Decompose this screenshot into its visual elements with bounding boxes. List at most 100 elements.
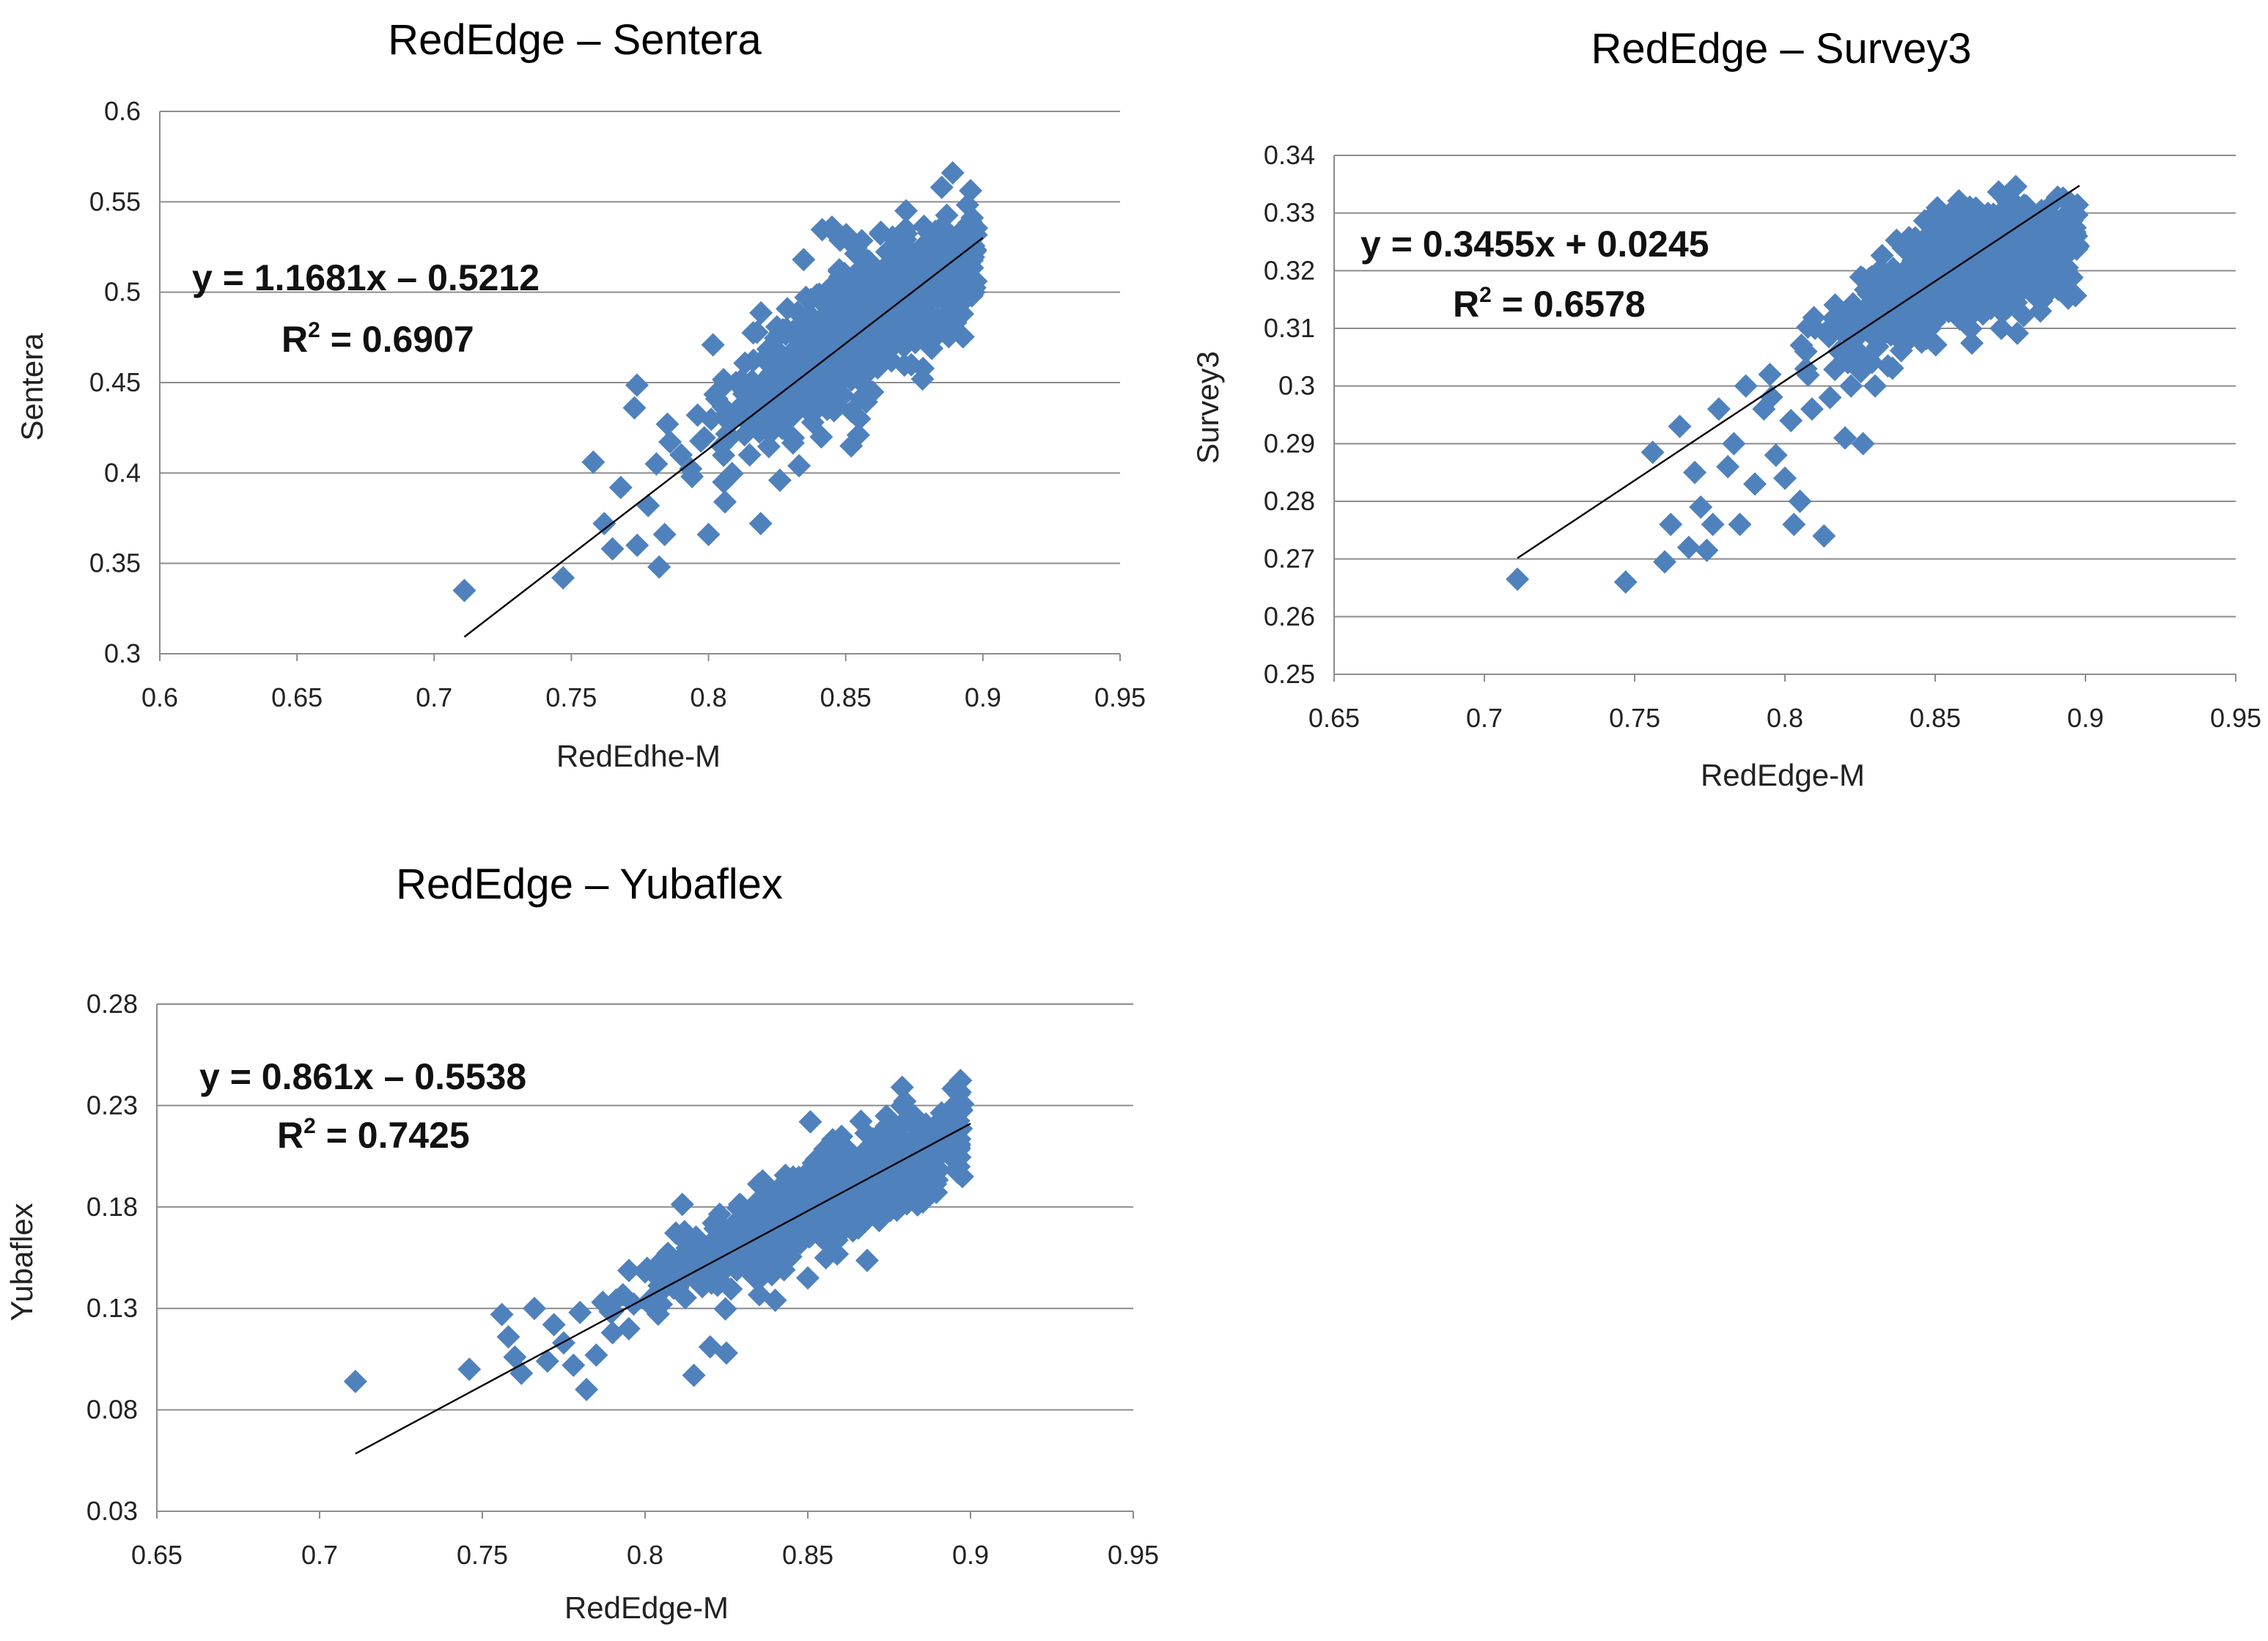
data-point: [633, 1260, 657, 1284]
data-point: [750, 1244, 774, 1268]
data-point: [680, 465, 704, 489]
data-point: [913, 1152, 937, 1176]
data-point: [562, 1353, 586, 1377]
data-point: [1743, 472, 1767, 496]
data-point: [920, 336, 944, 361]
data-point: [904, 261, 928, 285]
y-tick-label: 0.29: [1264, 428, 1315, 458]
data-point: [877, 320, 902, 344]
x-tick-label: 0.7: [416, 682, 452, 712]
data-point: [946, 1160, 970, 1184]
data-point: [542, 1313, 566, 1337]
y-tick-label: 0.32: [1264, 255, 1315, 285]
data-point: [1854, 278, 1878, 302]
y-tick-label: 0.31: [1264, 313, 1315, 343]
data-point: [457, 1357, 482, 1382]
r-squared-symbol: R: [281, 319, 308, 360]
data-point: [616, 1258, 641, 1283]
data-point: [1833, 426, 1857, 450]
r-squared-exponent: 2: [1479, 283, 1492, 307]
data-point: [625, 373, 649, 397]
data-point: [825, 394, 850, 418]
r-squared-label: R2 = 0.6907: [281, 318, 474, 360]
data-point: [880, 290, 905, 314]
data-point: [696, 523, 721, 547]
data-point: [776, 297, 800, 321]
y-tick-label: 0.08: [86, 1395, 138, 1425]
data-point: [1794, 339, 1818, 364]
data-point: [781, 431, 805, 455]
data-point: [1912, 209, 1937, 233]
trendline: [463, 237, 984, 638]
data-point: [749, 300, 773, 325]
data-point: [1716, 454, 1740, 479]
r-squared-exponent: 2: [303, 1114, 316, 1138]
data-point: [767, 468, 792, 493]
data-point: [737, 443, 762, 467]
data-point: [1851, 432, 1875, 456]
y-axis-label: Survey3: [1190, 351, 1225, 464]
data-point: [1706, 397, 1731, 421]
chart-title: RedEdge – Survey3: [1591, 25, 1971, 73]
data-point: [591, 1290, 615, 1314]
data-point: [876, 1179, 900, 1203]
data-point: [2005, 274, 2029, 298]
data-point: [855, 1248, 879, 1272]
data-point: [819, 319, 843, 343]
x-axis-label: RedEdhe-M: [556, 739, 721, 773]
data-point: [1659, 512, 1683, 536]
data-point: [652, 523, 677, 547]
data-point: [1841, 292, 1865, 316]
data-point: [765, 1196, 789, 1220]
data-point: [1613, 570, 1638, 594]
data-point: [2014, 193, 2039, 218]
r-squared-symbol: R: [1453, 284, 1479, 325]
y-axis-label: Sentera: [15, 333, 49, 441]
data-point: [796, 1266, 820, 1290]
y-tick-label: 0.18: [86, 1192, 138, 1222]
y-tick-label: 0.13: [86, 1293, 138, 1323]
data-point: [759, 1224, 784, 1248]
data-point: [795, 381, 819, 405]
data-point: [910, 367, 935, 391]
x-axis: 0.6 0.65 0.7 0.75 0.8 0.85 0.9 0.95: [141, 654, 1146, 712]
data-point: [708, 1212, 732, 1236]
data-point: [879, 268, 903, 292]
y-tick-label: 0.4: [104, 457, 141, 487]
data-point: [1701, 512, 1725, 536]
data-point: [908, 240, 932, 264]
r-squared-label: R2 = 0.6578: [1453, 283, 1646, 325]
data-point: [1764, 443, 1788, 468]
y-axis: 0.3 0.35 0.4 0.45 0.5 0.55 0.6: [89, 96, 141, 668]
data-point: [1752, 397, 1776, 421]
data-point: [691, 1248, 715, 1272]
chart-title: RedEdge – Sentera: [388, 16, 762, 64]
data-point: [647, 555, 671, 579]
data-point: [1773, 466, 1797, 490]
data-point: [820, 215, 844, 239]
data-point: [496, 1324, 520, 1349]
data-point: [828, 353, 853, 377]
x-tick-label: 0.95: [2210, 703, 2261, 733]
data-point: [780, 349, 804, 373]
data-point: [813, 1137, 837, 1161]
data-point: [839, 434, 864, 458]
data-point: [745, 320, 769, 344]
x-axis: 0.65 0.7 0.75 0.8 0.85 0.9 0.95: [1308, 674, 2261, 733]
data-point: [1953, 213, 1977, 237]
data-point: [551, 566, 575, 590]
x-tick-label: 0.75: [457, 1540, 508, 1570]
data-point: [776, 392, 800, 416]
data-point: [800, 410, 825, 435]
data-point: [715, 1341, 738, 1365]
data-point: [1779, 408, 1803, 432]
x-tick-label: 0.8: [1767, 703, 1803, 733]
data-point: [915, 1172, 939, 1196]
data-point: [1960, 331, 1984, 355]
data-point: [894, 199, 918, 223]
data-point: [951, 302, 975, 326]
r-squared-value: = 0.7425: [316, 1115, 470, 1156]
data-point: [861, 380, 885, 404]
data-point: [1863, 374, 1887, 398]
data-point: [1506, 567, 1530, 591]
